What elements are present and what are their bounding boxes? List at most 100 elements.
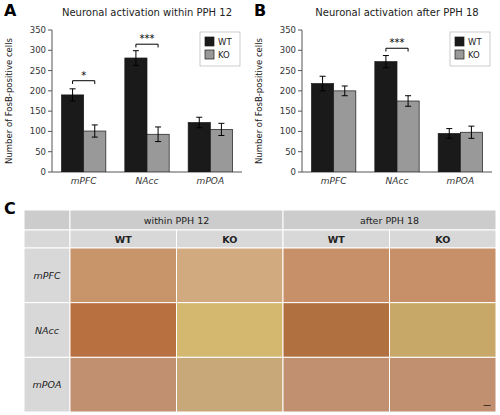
error-stem [322,76,323,91]
error-cap [405,95,411,96]
error-bar [70,89,76,101]
legend-frame [200,32,240,66]
legend: WTKO [200,32,240,66]
y-tick [48,30,52,31]
title: Neuronal activation within PPH 12 [62,7,232,18]
error-bar [133,51,139,66]
error-stem [158,127,159,142]
panel-label: B [254,1,266,20]
cell [283,303,390,358]
cell [390,303,497,358]
y-tick-label: 300 [30,45,46,55]
cell [390,357,497,412]
y-tick-label: 150 [280,106,296,116]
error-stem [199,117,200,128]
cell [70,210,283,230]
y-tick [298,90,302,91]
y-tick [48,111,52,112]
cell [70,248,177,303]
image-grid-panel: Cwithin PPH 12after PPH 18WTKOWTKOmPFCNA… [4,199,496,412]
y-tick-label: 250 [30,66,46,76]
error-cap [196,117,202,118]
title: Neuronal activation after PPH 18 [315,7,478,18]
bar [312,84,334,172]
legend-frame [450,32,490,66]
scale-bar: — [483,401,491,410]
y-tick [298,30,302,31]
bar [438,133,460,172]
error-cap [92,137,98,138]
error-cap [342,85,348,86]
error-stem [408,96,409,107]
legend-label: KO [218,50,230,60]
y-tick-label: 50 [35,147,46,157]
x-tick-label: NAcc [386,176,409,186]
cell [70,303,177,358]
error-cap [468,138,474,139]
error-bar [218,123,224,135]
error-cap [320,90,326,91]
error-stem [344,86,345,96]
error-bar [468,126,474,138]
panel-label: C [4,199,16,218]
error-cap [133,65,139,66]
subheader-label: KO [222,234,237,245]
cell [70,357,177,412]
error-cap [342,95,348,96]
cell [177,248,284,303]
y-tick [298,172,302,173]
header-label: after PPH 18 [360,215,419,226]
error-bar [320,76,326,91]
legend-label: KO [468,50,480,60]
y-tick-label: 350 [280,25,296,35]
error-cap [133,50,139,51]
row-label: mPOA [33,379,62,390]
bar [210,129,232,172]
y-tick [48,151,52,152]
error-stem [72,89,73,101]
x-tick-label: mPOA [197,176,224,186]
error-cap [70,88,76,89]
error-stem [94,125,95,137]
bar [125,58,147,172]
error-cap [320,76,326,77]
legend: WTKO [450,32,490,66]
bar [375,62,397,172]
error-cap [196,127,202,128]
cell [70,230,177,248]
bar [397,101,419,172]
significance-label: *** [140,33,155,44]
y-tick [298,131,302,132]
subheader-label: WT [115,234,132,245]
error-cap [70,101,76,102]
row-label: mPFC [33,270,60,281]
cell [177,357,284,412]
error-bar [196,117,202,128]
y-tick-label: 250 [280,66,296,76]
bar [460,132,482,172]
bar [188,123,210,172]
cell [24,357,70,412]
cell [283,248,390,303]
cell [177,303,284,358]
y-tick [48,131,52,132]
cell [24,248,70,303]
error-stem [449,129,450,139]
y-tick-label: 200 [280,86,296,96]
panel-label: A [4,1,17,20]
y-tick-label: 300 [280,45,296,55]
figure: ANeuronal activation within PPH 12Number… [0,0,500,415]
bar [334,91,356,172]
significance-label: *** [390,37,405,48]
y-tick [48,70,52,71]
cell [390,230,497,248]
legend-swatch [205,37,214,46]
error-bar [92,125,98,137]
x-tick-label: NAcc [136,176,159,186]
y-tick-label: 100 [280,126,296,136]
y-tick [48,90,52,91]
y-tick [298,111,302,112]
x-tick-label: mPOA [447,176,474,186]
error-cap [218,123,224,124]
error-bar [342,86,348,96]
